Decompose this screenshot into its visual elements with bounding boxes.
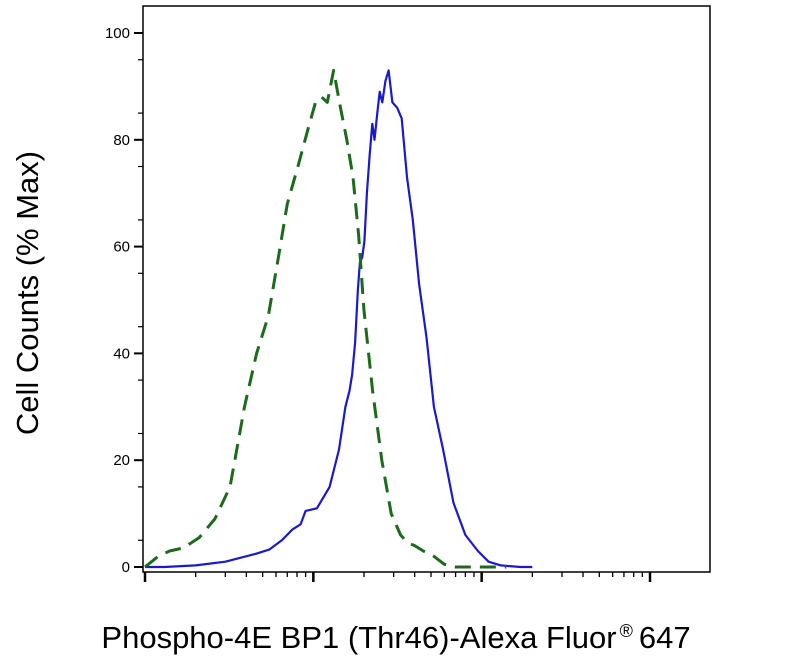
y-tick-label: 60 [113, 239, 130, 256]
x-axis-ticks [143, 572, 652, 582]
x-axis-title-mark: ® [620, 621, 633, 641]
series-layer [144, 68, 533, 569]
y-tick-label: 80 [113, 132, 130, 149]
y-tick-label: 40 [113, 345, 130, 362]
series-line-dashed [144, 68, 507, 569]
x-axis-title-main: Phospho-4E BP1 (Thr46)-Alexa Fluor [101, 620, 616, 655]
series-line-solid [145, 69, 533, 569]
x-axis-title: Phospho-4E BP1 (Thr46)-Alexa Fluor ® 647 [101, 620, 690, 655]
y-tick-label: 100 [105, 25, 130, 42]
x-axis-title-suffix: 647 [639, 620, 691, 655]
y-tick-label: 0 [122, 559, 130, 576]
y-axis-ticks: 0 20 40 60 80 100 [105, 25, 143, 576]
plot-frame [142, 5, 711, 573]
y-tick-label: 20 [113, 452, 130, 469]
y-axis-title: Cell Counts (% Max) [10, 151, 45, 435]
